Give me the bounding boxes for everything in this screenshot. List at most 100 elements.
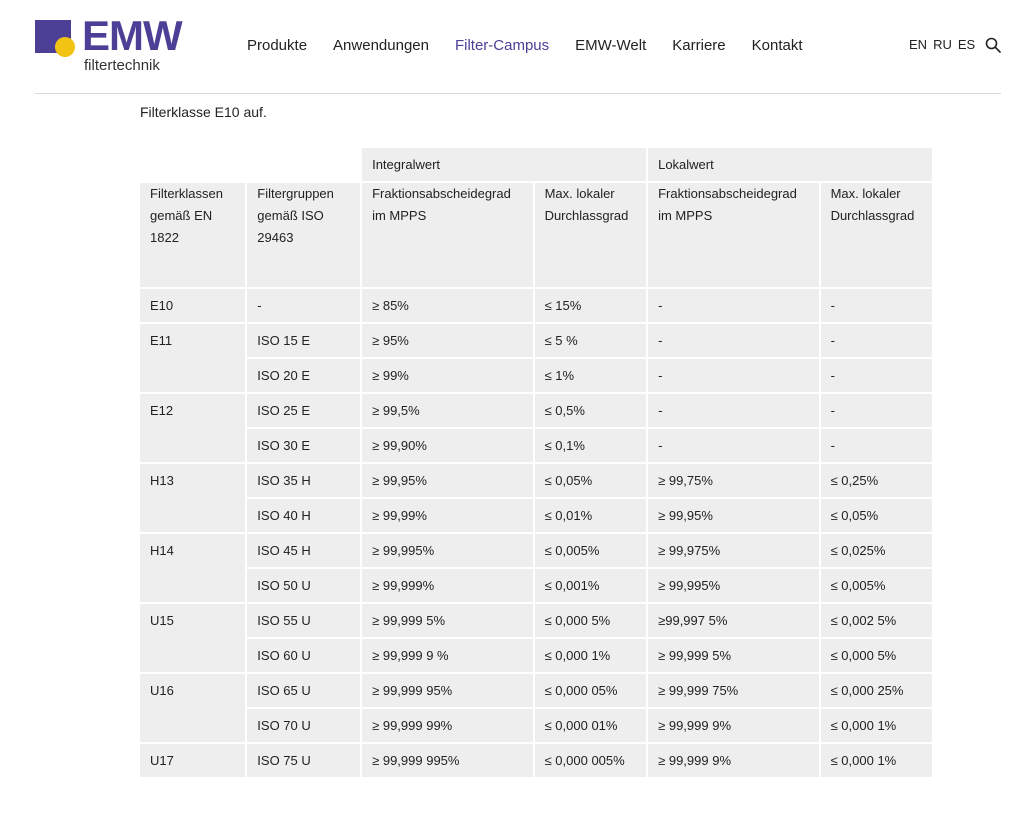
iso-group-cell: ISO 35 H xyxy=(247,464,363,499)
table-row: U16 ISO 65 U ≥ 99,999 95% ≤ 0,000 05% ≥ 99,9… xyxy=(140,674,932,744)
table-row: ISO 30 E ≥ 99,90% ≤ 0,1% - - xyxy=(140,429,932,464)
integral-efficiency-cell: ≥ 99,999% xyxy=(362,569,535,604)
integral-efficiency-cell: ≥ 99,999 995% xyxy=(362,744,535,779)
integral-penetration-cell: ≤ 0,000 5% xyxy=(534,604,649,639)
integral-efficiency-cell: ≥ 99,999 99% xyxy=(362,709,535,744)
header-divider xyxy=(35,93,1001,94)
integral-efficiency-cell: ≥ 99% xyxy=(362,359,535,394)
integral-penetration-cell: ≤ 0,000 005% xyxy=(534,744,649,779)
local-penetration-cell: ≤ 0,000 1% xyxy=(820,744,932,779)
iso-group-cell: ISO 40 H xyxy=(247,499,363,534)
local-penetration-cell: ≤ 0,25% xyxy=(820,464,932,499)
logo-subtitle: filtertechnik xyxy=(84,57,160,74)
language-switcher: EN RU ES xyxy=(909,36,975,54)
nav-item-produkte[interactable]: Produkte xyxy=(247,37,308,54)
integral-penetration-cell: ≤ 15% xyxy=(534,289,649,324)
integral-penetration-cell: ≤ 0,000 01% xyxy=(534,709,649,744)
main-nav: Produkte Anwendungen Filter-Campus EMW-W… xyxy=(247,37,829,55)
iso-group-cell: ISO 15 E xyxy=(247,324,363,359)
iso-group-cell: ISO 65 U xyxy=(247,674,363,709)
integral-penetration-cell: ≤ 0,005% xyxy=(534,534,649,569)
local-penetration-cell: - xyxy=(820,289,932,324)
table-corner xyxy=(247,148,363,183)
nav-item-filter-campus[interactable]: Filter-Campus xyxy=(454,37,550,54)
integral-penetration-cell: ≤ 0,000 05% xyxy=(534,674,649,709)
group-header-integral: Integralwert xyxy=(362,148,649,183)
iso-group-cell: ISO 25 E xyxy=(247,394,363,429)
integral-efficiency-cell: ≥ 99,90% xyxy=(362,429,535,464)
table-row: U17 ISO 75 U ≥ 99,999 995% ≤ 0,000 005% ≥ 99… xyxy=(140,744,932,779)
iso-group-cell: ISO 55 U xyxy=(247,604,363,639)
logo-wordmark: EMW xyxy=(82,12,183,59)
nav-item-karriere[interactable]: Karriere xyxy=(672,37,726,54)
local-efficiency-cell: - xyxy=(648,359,821,394)
local-penetration-cell: ≤ 0,000 25% xyxy=(820,674,932,709)
filter-class-cell: E12 xyxy=(140,394,248,464)
integral-penetration-cell: ≤ 0,001% xyxy=(534,569,649,604)
local-penetration-cell: - xyxy=(820,359,932,394)
integral-penetration-cell: ≤ 0,1% xyxy=(534,429,649,464)
col-header-group-iso: Filtergruppen gemäß ISO 29463 xyxy=(247,183,363,289)
local-efficiency-cell: - xyxy=(648,289,821,324)
table-row: ISO 50 U ≥ 99,999% ≤ 0,001% ≥ 99,995% ≤ 0,00… xyxy=(140,569,932,604)
iso-group-cell: ISO 30 E xyxy=(247,429,363,464)
iso-group-cell: ISO 45 H xyxy=(247,534,363,569)
local-efficiency-cell: ≥ 99,95% xyxy=(648,499,821,534)
table-row: U15 ISO 55 U ≥ 99,999 5% ≤ 0,000 5% ≥99,997 … xyxy=(140,604,932,674)
nav-item-emw-welt[interactable]: EMW-Welt xyxy=(575,37,647,54)
nav-item-anwendungen[interactable]: Anwendungen xyxy=(333,37,429,54)
local-efficiency-cell: ≥ 99,999 9% xyxy=(648,744,821,779)
table-row: E12 ISO 25 E ≥ 99,5% ≤ 0,5% - - xyxy=(140,394,932,464)
group-header-local: Lokalwert xyxy=(648,148,932,183)
integral-penetration-cell: ≤ 1% xyxy=(534,359,649,394)
local-efficiency-cell: ≥ 99,999 5% xyxy=(648,639,821,674)
table-row: ISO 70 U ≥ 99,999 99% ≤ 0,000 01% ≥ 99,999 … xyxy=(140,709,932,744)
site-header: EMW filtertechnik Produkte Anwendungen F… xyxy=(0,0,1029,94)
local-penetration-cell: - xyxy=(820,394,932,429)
logo-dot xyxy=(55,37,75,57)
filter-class-cell: H13 xyxy=(140,464,248,534)
emw-logo[interactable]: EMW filtertechnik xyxy=(35,12,195,76)
filter-class-cell: E11 xyxy=(140,324,248,394)
integral-penetration-cell: ≤ 5 % xyxy=(534,324,649,359)
col-header-class-en: Filterklassen gemäß EN 1822 xyxy=(140,183,248,289)
local-efficiency-cell: ≥ 99,75% xyxy=(648,464,821,499)
integral-efficiency-cell: ≥ 99,99% xyxy=(362,499,535,534)
local-penetration-cell: - xyxy=(820,324,932,359)
filter-class-cell: H14 xyxy=(140,534,248,604)
local-penetration-cell: ≤ 0,000 5% xyxy=(820,639,932,674)
lang-en[interactable]: EN xyxy=(909,37,928,52)
nav-item-kontakt[interactable]: Kontakt xyxy=(751,37,803,54)
table-row: ISO 40 H ≥ 99,99% ≤ 0,01% ≥ 99,95% ≤ 0,05% xyxy=(140,499,932,534)
local-efficiency-cell: - xyxy=(648,429,821,464)
local-efficiency-cell: ≥ 99,995% xyxy=(648,569,821,604)
integral-efficiency-cell: ≥ 99,999 95% xyxy=(362,674,535,709)
local-penetration-cell: - xyxy=(820,429,932,464)
local-efficiency-cell: - xyxy=(648,324,821,359)
integral-penetration-cell: ≤ 0,05% xyxy=(534,464,649,499)
lang-ru[interactable]: RU xyxy=(933,37,952,52)
table-row: E11 ISO 15 E ≥ 95% ≤ 5 % - - xyxy=(140,324,932,394)
table-row: ISO 20 E ≥ 99% ≤ 1% - - xyxy=(140,359,932,394)
local-penetration-cell: ≤ 0,002 5% xyxy=(820,604,932,639)
integral-efficiency-cell: ≥ 99,5% xyxy=(362,394,535,429)
filter-class-cell: U16 xyxy=(140,674,248,744)
intro-text: Filterklasse E10 auf. xyxy=(140,104,267,120)
table-body: E10- ≥ 85% ≤ 15% - - E11 ISO 15 E ≥ 95% ≤ 5 % - - I… xyxy=(140,289,932,779)
local-penetration-cell: ≤ 0,000 1% xyxy=(820,709,932,744)
integral-efficiency-cell: ≥ 99,999 9 % xyxy=(362,639,535,674)
local-efficiency-cell: ≥ 99,975% xyxy=(648,534,821,569)
table-row: H14 ISO 45 H ≥ 99,995% ≤ 0,005% ≥ 99,975% ≤ 0… xyxy=(140,534,932,604)
iso-group-cell: - xyxy=(247,289,363,324)
filter-class-table: Integralwert Lokalwert Filterklassen gem… xyxy=(140,148,932,779)
local-penetration-cell: ≤ 0,005% xyxy=(820,569,932,604)
local-efficiency-cell: ≥ 99,999 75% xyxy=(648,674,821,709)
col-header-local-penetration: Max. lokaler Durchlassgrad xyxy=(820,183,932,289)
lang-es[interactable]: ES xyxy=(957,37,976,52)
search-icon[interactable] xyxy=(985,37,1001,53)
integral-efficiency-cell: ≥ 95% xyxy=(362,324,535,359)
local-penetration-cell: ≤ 0,025% xyxy=(820,534,932,569)
col-header-integral-efficiency: Fraktionsabscheidegrad im MPPS xyxy=(362,183,535,289)
iso-group-cell: ISO 75 U xyxy=(247,744,363,779)
integral-efficiency-cell: ≥ 99,999 5% xyxy=(362,604,535,639)
